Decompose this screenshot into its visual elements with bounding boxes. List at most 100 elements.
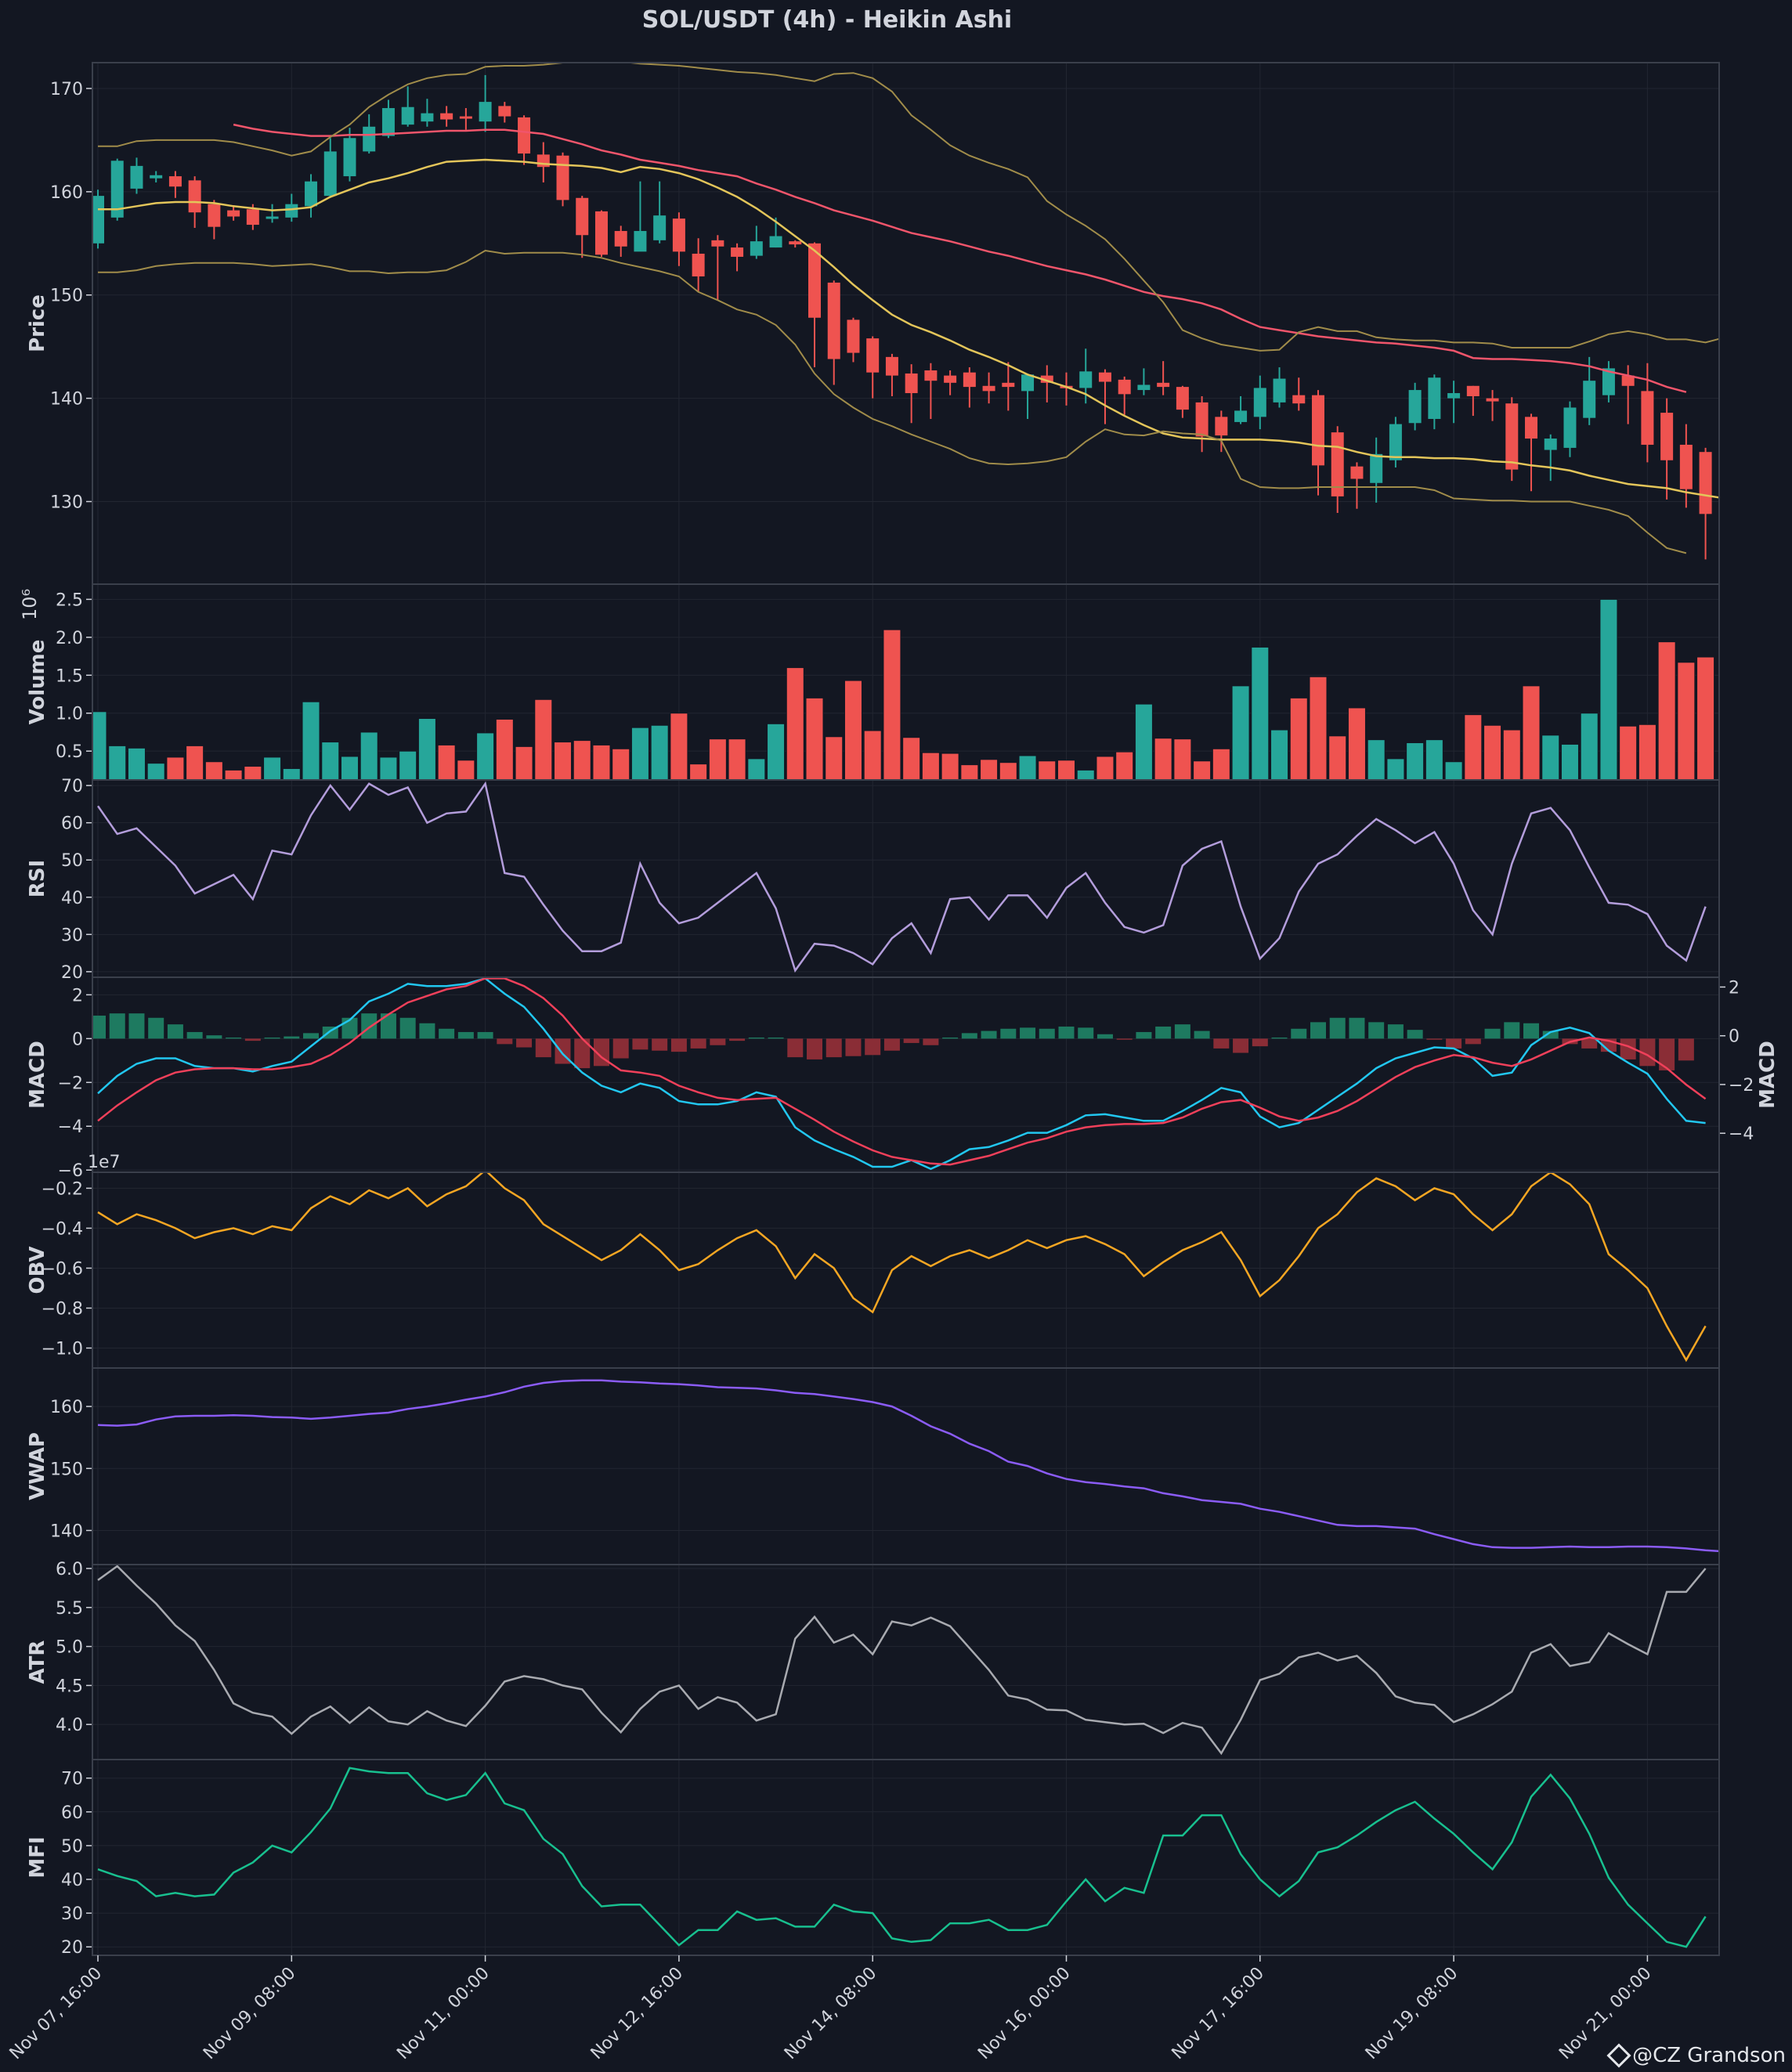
candle-body [498, 106, 511, 117]
macd-histogram-bar [632, 1038, 649, 1050]
candle-body [1176, 387, 1189, 410]
volume-bar [612, 748, 630, 780]
macd-histogram-bar [109, 1013, 125, 1039]
plot-area [92, 598, 1715, 780]
y-axis-multiplier: 10⁶ [19, 589, 41, 620]
volume-bar [883, 629, 901, 780]
volume-bar [263, 756, 282, 780]
volume-bar [1076, 769, 1095, 780]
macd-histogram-bar [612, 1038, 629, 1059]
volume-bar [573, 740, 591, 780]
candle-body [1311, 395, 1324, 466]
y-tick-label-right: −4 [1729, 1124, 1754, 1144]
y-tick-label: 1.5 [56, 666, 83, 686]
volume-bar [204, 761, 223, 780]
candle-body [789, 241, 802, 245]
grid [92, 977, 1719, 1172]
y-axis-label: OBV [26, 1247, 49, 1294]
volume-bar [1502, 729, 1521, 780]
panel-volume: 0.5 1.0 1.5 2.0 2.5 Volume 10⁶ [19, 583, 1720, 781]
volume-bar [1173, 738, 1192, 780]
volume-bar [495, 718, 514, 780]
y-tick-label: 130 [50, 493, 83, 512]
panel-frame [92, 1171, 1720, 1369]
macd-histogram-bar [535, 1038, 551, 1058]
y-tick-label: 5.0 [56, 1638, 83, 1658]
macd-histogram-bar [477, 1031, 493, 1039]
panel-atr: 4.0 4.5 5.0 5.5 6.0 ATR [26, 1560, 1720, 1760]
volume-bar [359, 731, 378, 780]
grid [92, 1172, 1719, 1368]
series-line-obv [97, 1172, 1707, 1363]
macd-histogram-bar [439, 1028, 455, 1039]
y-tick-label: −0.2 [42, 1179, 83, 1199]
macd-histogram-bar [883, 1038, 900, 1051]
candle-body [459, 116, 472, 119]
macd-histogram-bar [361, 1013, 378, 1039]
macd-histogram-bar [186, 1031, 203, 1039]
candle-body [188, 180, 201, 213]
macd-histogram-bar [92, 1015, 106, 1039]
volume-bar [1212, 748, 1230, 780]
candle-body [750, 241, 763, 256]
volume-bar [302, 701, 320, 780]
candle-body [1350, 466, 1364, 479]
macd-histogram-bar [399, 1017, 416, 1039]
y-axis-label: Price [26, 294, 49, 352]
candle-body [363, 126, 376, 152]
volume-bar [747, 758, 766, 780]
x-tick-label: Nov 16, 00:00 [974, 1964, 1075, 2064]
volume-bar [515, 745, 533, 780]
plot-area [92, 63, 1719, 560]
candle-body [769, 236, 782, 248]
macd-histogram-bar [826, 1038, 842, 1058]
volume-bar [1154, 738, 1172, 780]
plot-area [97, 1379, 1719, 1553]
candle-body [227, 210, 240, 217]
y-tick-label: 2.0 [56, 629, 83, 648]
x-tick-label: Nov 12, 16:00 [587, 1964, 688, 2064]
macd-histogram-bar [1155, 1026, 1172, 1039]
volume-bar [980, 759, 999, 780]
plot-area [96, 781, 1707, 973]
volume-bar [1425, 739, 1443, 780]
plot-area [92, 977, 1707, 1171]
candle-body [1098, 372, 1111, 382]
candle-body [672, 218, 685, 252]
candle-body [305, 181, 318, 207]
candle-body [110, 161, 124, 218]
series-line-vwap [97, 1379, 1719, 1553]
volume-bar [1251, 646, 1270, 780]
volume-bar [476, 732, 495, 780]
series-line-mfi [97, 1767, 1707, 1948]
panel-price: 130 140 150 160 170 Price [26, 62, 1720, 585]
volume-bar [767, 723, 786, 780]
volume-bar [960, 764, 979, 780]
candle-body [130, 165, 143, 189]
volume-bar [1193, 760, 1212, 780]
volume-bar [1483, 724, 1502, 780]
candle-body [924, 370, 938, 381]
macd-histogram-bar [1523, 1023, 1540, 1039]
volume-bar [941, 753, 959, 780]
candle-body [1292, 395, 1306, 404]
volume-bar [670, 713, 688, 780]
macd-histogram-bar [1213, 1038, 1230, 1049]
y-tick-label: 20 [61, 1938, 83, 1958]
y-axis-label: MFI [26, 1836, 49, 1878]
macd-histogram-bar [903, 1038, 919, 1043]
volume-bar [630, 727, 649, 780]
volume-bar [146, 763, 165, 780]
grid [92, 780, 1719, 977]
y-axis-label-right: MACD [1756, 1041, 1779, 1109]
y-tick-label: −4 [58, 1117, 83, 1137]
macd-histogram-bar [1020, 1027, 1036, 1039]
candle-body [556, 155, 569, 200]
candle-body [168, 176, 182, 187]
macd-histogram-bar [1349, 1017, 1365, 1039]
y-tick-label: −0.8 [42, 1299, 83, 1319]
volume-bar [1231, 685, 1250, 780]
candle-body [1641, 391, 1654, 445]
